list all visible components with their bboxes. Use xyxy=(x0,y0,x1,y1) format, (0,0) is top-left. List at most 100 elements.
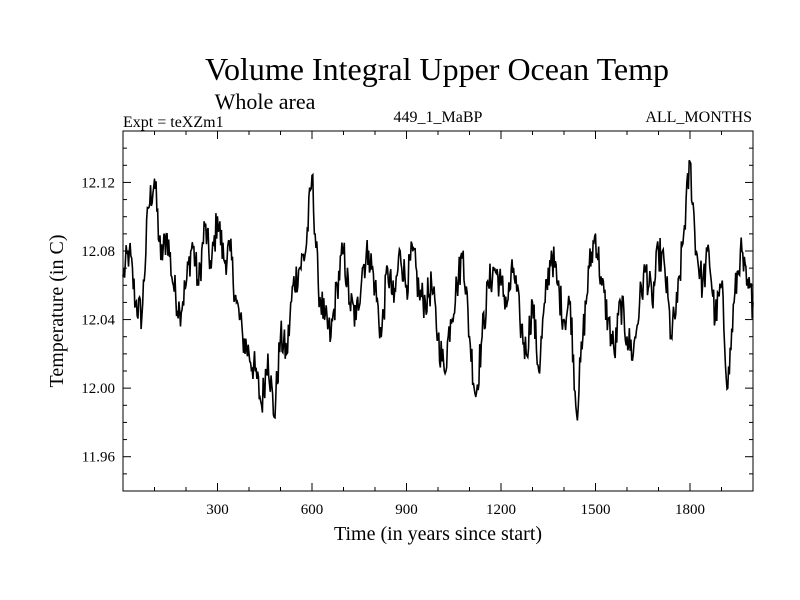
data-point xyxy=(172,284,174,286)
data-point xyxy=(569,301,571,304)
data-point xyxy=(128,250,130,252)
data-point xyxy=(544,301,546,304)
data-point xyxy=(279,336,282,338)
data-point xyxy=(582,336,584,338)
run-label: 449_1_MaBP xyxy=(394,109,483,126)
x-tick-label: 600 xyxy=(301,502,324,518)
data-point xyxy=(418,293,420,295)
data-point xyxy=(437,336,439,338)
data-point xyxy=(248,353,250,355)
data-point xyxy=(374,284,376,286)
y-tick-label: 11.96 xyxy=(82,450,116,466)
data-point xyxy=(254,370,256,372)
data-point xyxy=(746,284,748,286)
data-point xyxy=(387,267,389,269)
data-point xyxy=(525,353,527,355)
data-point xyxy=(538,370,540,372)
data-point xyxy=(412,250,414,252)
data-point xyxy=(431,284,433,286)
data-point xyxy=(683,233,685,235)
data-point xyxy=(380,336,382,338)
data-point xyxy=(456,284,458,286)
data-point xyxy=(601,284,603,286)
x-tick-label: 1200 xyxy=(486,502,516,518)
data-point xyxy=(267,353,269,355)
data-point xyxy=(607,318,609,321)
series-layer xyxy=(122,159,754,421)
data-point xyxy=(645,267,647,269)
x-axis-label: Time (in years since start) xyxy=(334,523,542,545)
chart-subtitle: Whole area xyxy=(215,89,316,114)
x-axis: 300 600 900 1200 1500 1800 xyxy=(154,131,722,518)
x-tick-label: 1800 xyxy=(675,502,705,518)
data-point xyxy=(626,336,628,338)
data-point xyxy=(191,241,193,244)
data-point xyxy=(670,336,672,338)
data-point xyxy=(185,284,187,286)
data-point xyxy=(229,250,231,252)
data-point xyxy=(657,250,660,252)
data-point xyxy=(727,387,729,389)
data-point xyxy=(311,174,313,177)
data-point xyxy=(179,310,181,312)
data-point xyxy=(286,353,288,355)
data-point xyxy=(563,318,565,321)
chart-title: Volume Integral Upper Ocean Temp xyxy=(205,51,669,87)
data-point xyxy=(557,284,559,286)
data-point xyxy=(513,267,515,269)
data-point xyxy=(613,353,616,355)
data-point xyxy=(531,301,534,304)
y-tick-label: 12.04 xyxy=(81,313,115,329)
data-point xyxy=(122,276,124,278)
data-point xyxy=(355,318,357,321)
data-point xyxy=(204,224,206,226)
data-point xyxy=(500,284,502,286)
data-point xyxy=(160,258,162,261)
data-point xyxy=(620,301,622,304)
data-point xyxy=(708,250,710,252)
data-point xyxy=(462,250,464,252)
data-point xyxy=(550,250,553,252)
data-point xyxy=(273,416,275,418)
data-point xyxy=(733,301,735,304)
period-label: ALL_MONTHS xyxy=(645,109,752,126)
data-point xyxy=(261,404,263,406)
data-point xyxy=(639,301,641,304)
data-point xyxy=(242,336,244,338)
data-point xyxy=(135,301,137,304)
data-point xyxy=(198,284,200,286)
data-point xyxy=(739,250,742,252)
y-tick-label: 12.00 xyxy=(81,381,115,397)
data-point xyxy=(443,370,445,372)
data-point xyxy=(702,284,704,286)
data-point xyxy=(481,336,483,338)
y-tick-label: 12.12 xyxy=(81,175,115,191)
x-tick-label: 300 xyxy=(206,502,229,518)
data-point xyxy=(141,315,143,317)
data-point xyxy=(393,301,395,304)
y-axis-label: Temperature (in C) xyxy=(46,235,68,388)
data-point xyxy=(664,267,666,269)
data-point xyxy=(216,216,219,218)
data-point xyxy=(519,318,521,321)
data-point xyxy=(651,301,653,304)
data-point xyxy=(594,233,597,235)
x-tick-label: 900 xyxy=(395,502,418,518)
data-point xyxy=(166,233,168,235)
y-axis: 11.96 12.00 12.04 12.08 12.12 xyxy=(81,130,753,475)
plot-frame xyxy=(122,130,754,492)
data-point xyxy=(349,301,351,304)
data-point xyxy=(298,267,300,269)
data-point xyxy=(223,258,225,261)
data-point xyxy=(487,284,489,286)
data-point xyxy=(147,207,149,209)
series-line xyxy=(122,159,754,421)
data-point xyxy=(235,301,237,304)
data-point xyxy=(720,284,723,286)
data-point xyxy=(752,301,754,304)
data-point xyxy=(336,284,338,286)
data-point xyxy=(361,267,363,269)
data-point xyxy=(330,336,332,338)
data-point xyxy=(424,301,426,304)
